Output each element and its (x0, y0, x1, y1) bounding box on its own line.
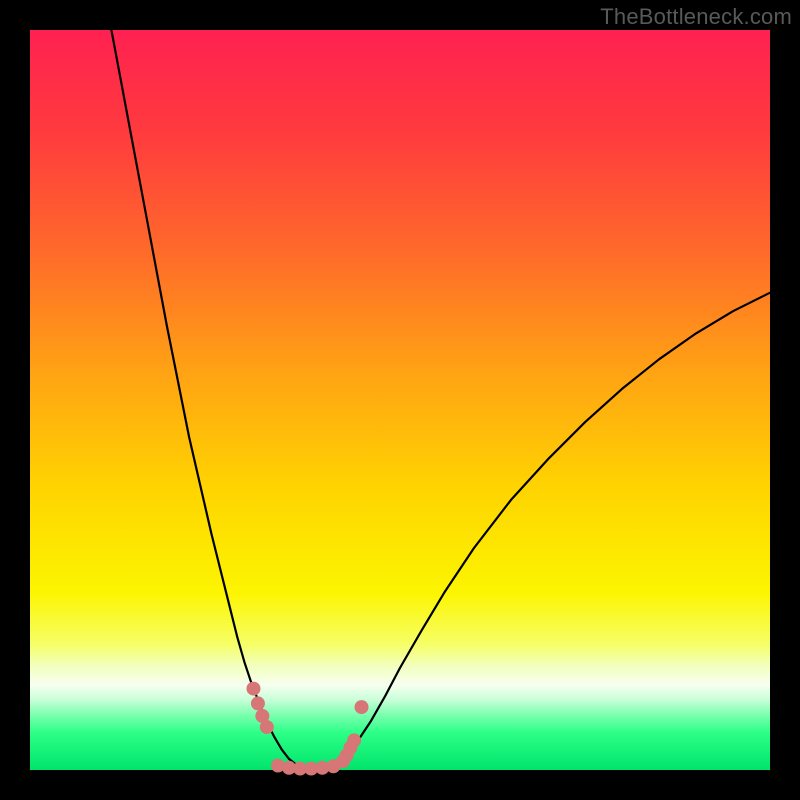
marker-point (347, 733, 361, 747)
watermark-text: TheBottleneck.com (600, 4, 792, 30)
chart-container: TheBottleneck.com (0, 0, 800, 800)
marker-point (246, 682, 260, 696)
plot-background (30, 30, 770, 770)
marker-point (355, 700, 369, 714)
marker-point (251, 696, 265, 710)
marker-point (260, 720, 274, 734)
bottleneck-chart (0, 0, 800, 800)
